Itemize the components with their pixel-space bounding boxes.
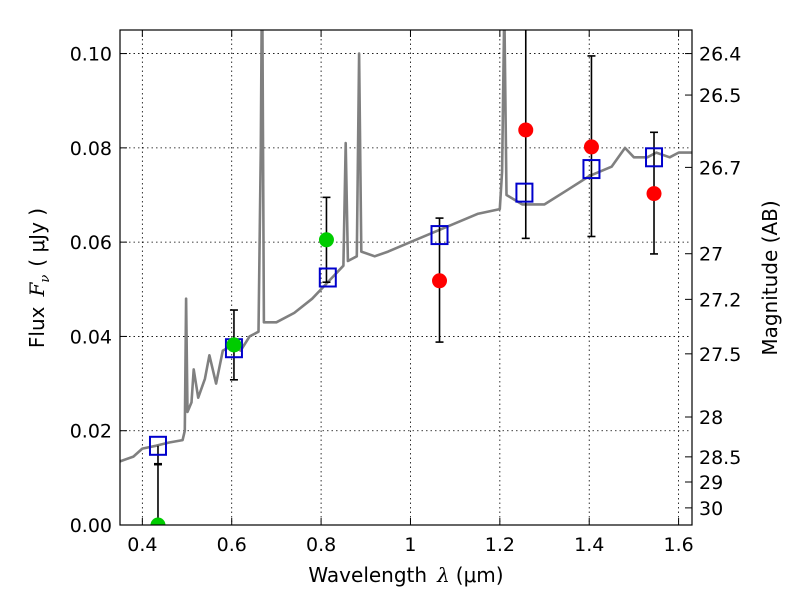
magnitude-tick-label: 28.5 bbox=[699, 447, 741, 469]
grid-lines bbox=[120, 30, 692, 526]
x-tick-label: 0.8 bbox=[306, 534, 336, 556]
y-tick-label: 0.02 bbox=[70, 421, 112, 443]
magnitude-tick-label: 28 bbox=[699, 407, 723, 429]
magnitude-tick-label: 27 bbox=[699, 244, 723, 266]
x-tick-label: 1.4 bbox=[574, 534, 604, 556]
magnitude-tick-label: 26.7 bbox=[699, 157, 741, 179]
magnitude-tick-label: 29 bbox=[699, 472, 723, 494]
observed-flux-point bbox=[518, 122, 534, 138]
magnitude-tick-label: 27.2 bbox=[699, 289, 741, 311]
model-flux-square bbox=[318, 267, 337, 288]
template-spectrum-layer bbox=[120, 30, 692, 463]
y-axis-title-symbol: F bbox=[25, 282, 49, 298]
x-axis-title-unit: (μm) bbox=[456, 563, 504, 587]
magnitude-axis-ticks: 26.4 26.5 26.7 27 27.2 27.5 28 28.5 29 30 bbox=[685, 44, 741, 520]
template-spectrum-line bbox=[120, 30, 692, 463]
observed-flux-point bbox=[583, 139, 599, 155]
y-axis-title-text: Flux bbox=[25, 306, 49, 348]
magnitude-tick-label: 26.4 bbox=[699, 44, 741, 66]
magnitude-tick-label: 27.5 bbox=[699, 344, 741, 366]
y-tick-label: 0.06 bbox=[70, 232, 112, 254]
model-flux-square bbox=[430, 225, 449, 246]
y-axis-title-unit: ( μJy ) bbox=[25, 208, 49, 267]
y-axis-title: Flux Fν ( μJy ) bbox=[25, 208, 53, 348]
observed-flux-point bbox=[226, 337, 242, 353]
observed-flux-point bbox=[646, 186, 662, 202]
y-axis-title-subscript: ν bbox=[38, 275, 53, 283]
y-axis-ticks: 0.00 0.02 0.04 0.06 0.08 0.10 bbox=[70, 44, 127, 537]
y-tick-label: 0.00 bbox=[70, 515, 112, 537]
observed-flux-point bbox=[150, 517, 166, 525]
magnitude-tick-label: 30 bbox=[699, 498, 723, 520]
observed-flux-point bbox=[432, 273, 448, 289]
y-tick-label: 0.08 bbox=[70, 138, 112, 160]
observed-flux-point bbox=[318, 232, 334, 248]
x-axis-title-text: Wavelength bbox=[308, 563, 427, 587]
x-tick-label: 1.2 bbox=[485, 534, 515, 556]
y-tick-label: 0.04 bbox=[70, 326, 112, 348]
model-flux-square bbox=[582, 159, 601, 180]
model-flux-square bbox=[645, 147, 664, 168]
marker-layer bbox=[148, 122, 664, 525]
plot-frame bbox=[119, 29, 693, 526]
magnitude-axis-title: Magnitude (AB) bbox=[758, 200, 782, 355]
x-tick-label: 1 bbox=[404, 534, 416, 556]
magnitude-tick-label: 26.5 bbox=[699, 85, 741, 107]
x-tick-label: 1.6 bbox=[663, 534, 693, 556]
model-flux-square bbox=[148, 435, 167, 456]
model-flux-square bbox=[515, 182, 534, 203]
x-tick-label: 0.4 bbox=[127, 534, 157, 556]
errorbar-layer bbox=[153, 30, 659, 525]
x-axis-ticks: 0.4 0.6 0.8 1 1.2 1.4 1.6 bbox=[127, 30, 694, 556]
x-tick-label: 0.6 bbox=[217, 534, 247, 556]
y-tick-label: 0.10 bbox=[70, 44, 112, 66]
x-axis-title: Wavelength λ (μm) bbox=[308, 563, 503, 587]
x-axis-title-symbol: λ bbox=[436, 563, 450, 587]
